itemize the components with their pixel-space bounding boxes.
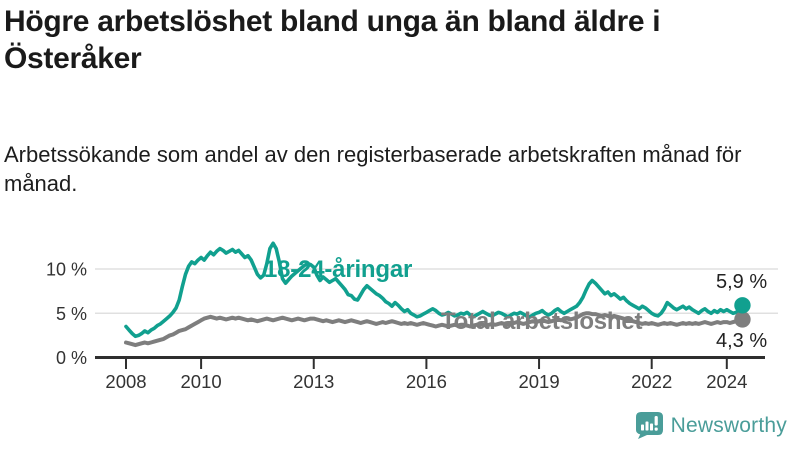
end-value-total: 4,3 % bbox=[716, 330, 768, 352]
x-tick-label: 2016 bbox=[406, 371, 447, 392]
series-label-total: Total arbetslöshet bbox=[441, 308, 643, 335]
x-axis-ticks bbox=[125, 357, 728, 369]
page-subtitle: Arbetssökande som andel av den registerb… bbox=[4, 142, 742, 196]
series-total-end-dot bbox=[734, 311, 751, 328]
y-tick-labels: 0 % 5 % 10 % bbox=[46, 260, 87, 369]
series-total-line bbox=[124, 311, 745, 348]
x-tick-label: 2013 bbox=[293, 371, 334, 392]
newsworthy-wordmark: Newsworthy bbox=[670, 413, 787, 437]
x-tick-label: 2019 bbox=[518, 371, 559, 392]
x-tick-labels: 2008 2010 2013 2016 2019 2022 2024 bbox=[105, 371, 747, 392]
gridlines bbox=[95, 268, 778, 315]
series-youth-line bbox=[124, 241, 745, 339]
x-tick-label: 2022 bbox=[631, 371, 672, 392]
series-youth-end-dot bbox=[734, 297, 751, 314]
series-label-youth: 18-24-åringar bbox=[264, 256, 413, 283]
y-tick-label: 5 % bbox=[56, 304, 87, 324]
newsworthy-branding: Newsworthy bbox=[635, 412, 787, 439]
page-title: Högre arbetslöshet bland unga än bland ä… bbox=[4, 5, 661, 75]
y-tick-label: 10 % bbox=[46, 260, 87, 280]
y-tick-label: 0 % bbox=[56, 348, 87, 368]
end-value-youth: 5,9 % bbox=[716, 271, 768, 293]
x-tick-label: 2008 bbox=[105, 371, 146, 392]
newsworthy-logo-icon bbox=[635, 412, 663, 439]
x-tick-label: 2024 bbox=[706, 371, 747, 392]
x-tick-label: 2010 bbox=[181, 371, 222, 392]
